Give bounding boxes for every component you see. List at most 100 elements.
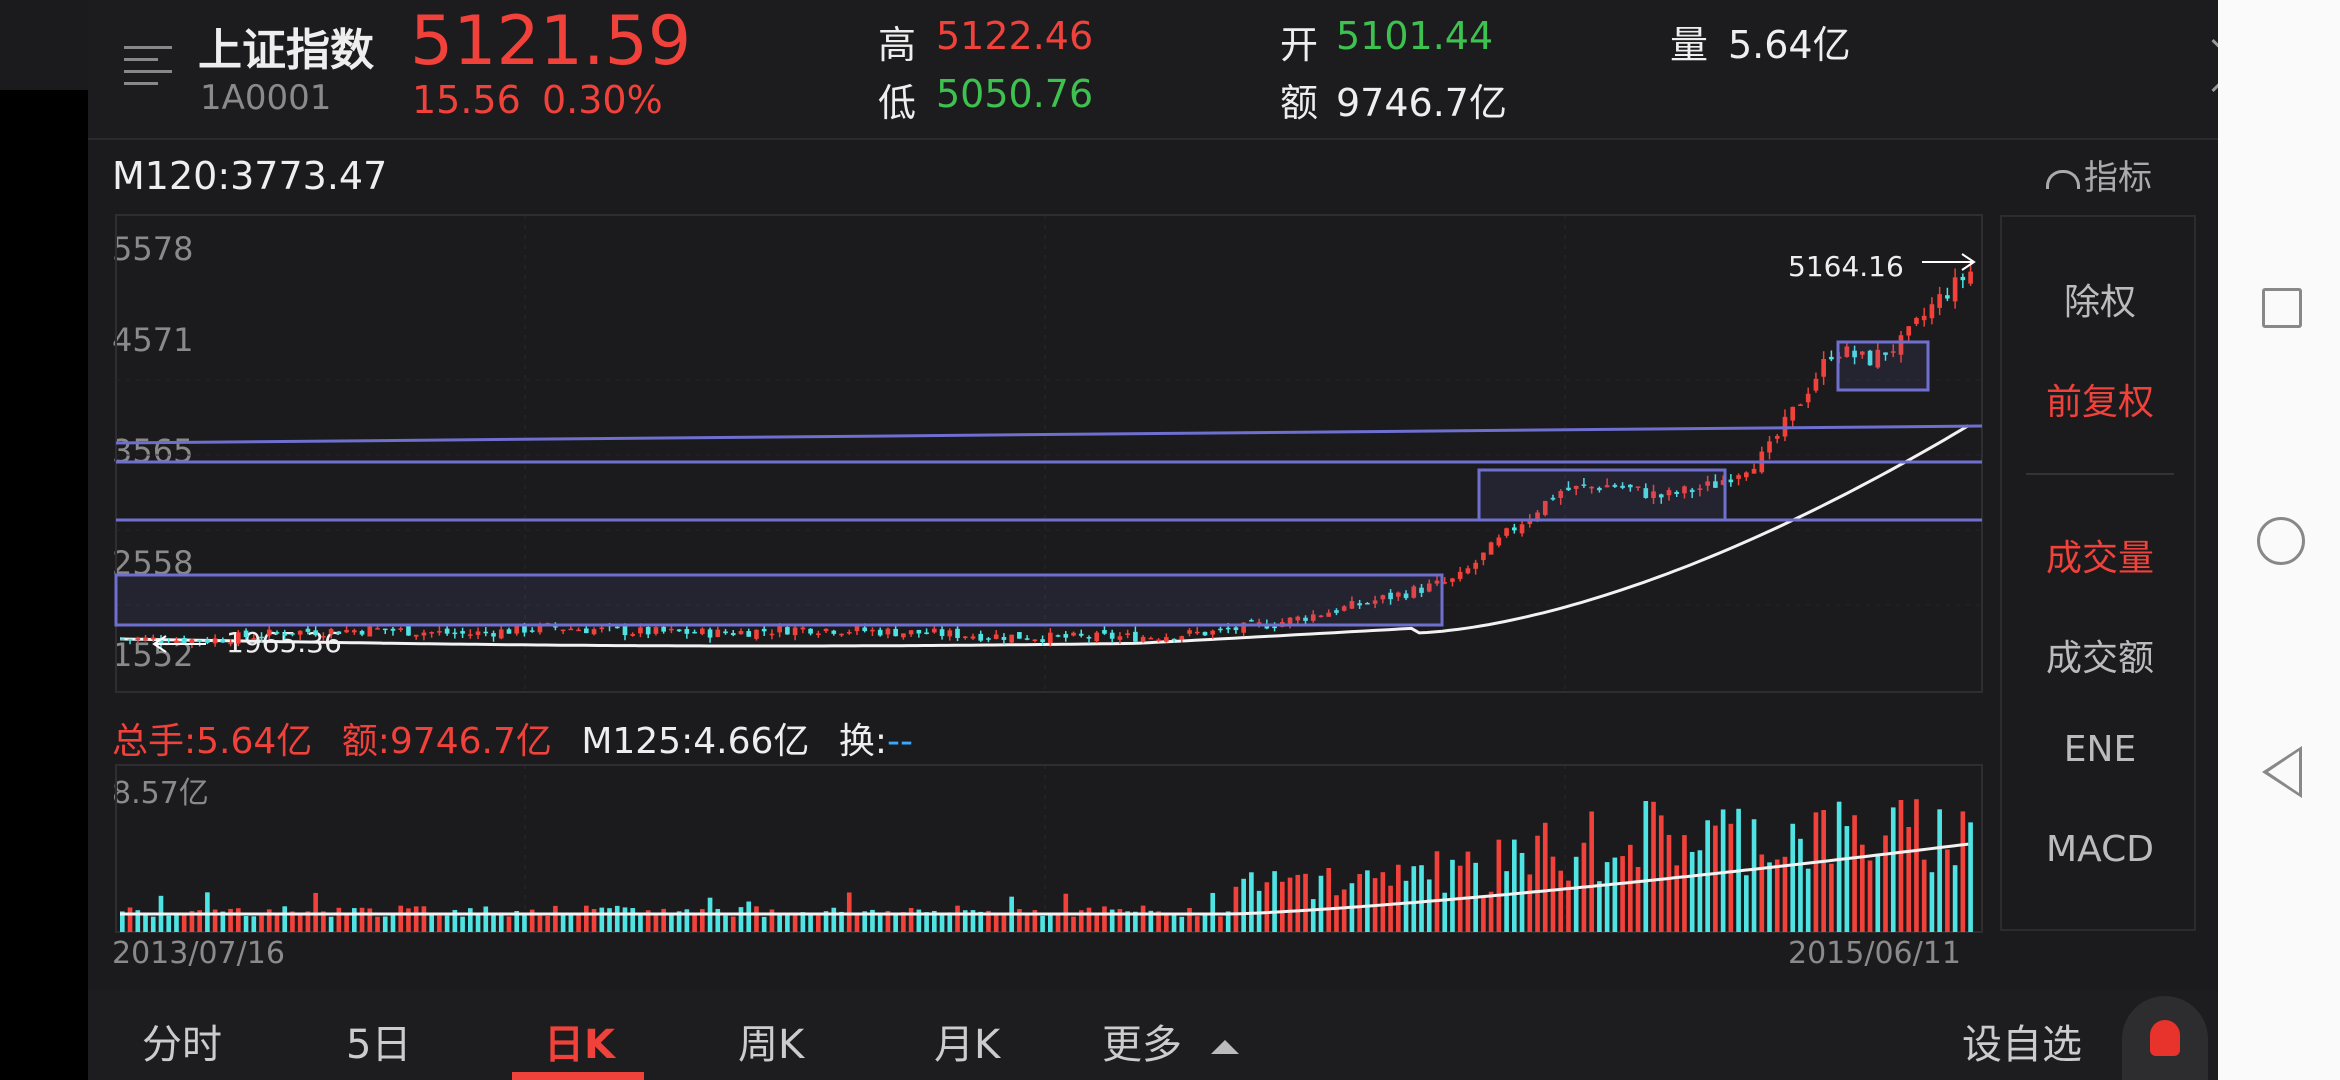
candle-body <box>197 640 202 642</box>
candle-body <box>676 629 682 632</box>
indicator-button[interactable]: 指标 <box>2046 150 2152 199</box>
alert-toggle[interactable] <box>2122 996 2208 1080</box>
candle-body <box>854 626 860 632</box>
candle-body <box>228 642 233 645</box>
candle-body <box>746 631 752 637</box>
volume-bar <box>1890 807 1896 932</box>
volume-bar <box>1744 875 1749 932</box>
candle-body <box>251 638 257 640</box>
candle-body <box>1032 639 1038 642</box>
volume-bar <box>1109 909 1115 932</box>
volume-bar <box>1906 826 1912 932</box>
volume-bar <box>746 901 752 932</box>
candle-body <box>738 630 744 635</box>
volume-bar <box>514 911 520 932</box>
volume-bar <box>1929 872 1935 932</box>
tab-5day[interactable]: 5日 <box>346 1022 412 1068</box>
candle-body <box>1218 628 1223 631</box>
volume-bar <box>120 911 125 932</box>
candle-body <box>1512 527 1517 531</box>
volume-bar <box>1357 874 1362 932</box>
candle-body <box>421 632 427 636</box>
volume-bar <box>506 916 512 932</box>
candle-body <box>1457 571 1463 580</box>
volume-bar <box>1380 872 1386 932</box>
volume-bar <box>1171 913 1177 932</box>
volume-bar <box>344 914 349 932</box>
candle-body <box>962 636 968 638</box>
volume-bar <box>1117 909 1123 932</box>
candle-body <box>1063 634 1069 638</box>
volume-bar <box>1535 835 1540 932</box>
candle-body <box>1001 637 1007 640</box>
candle-body <box>1597 487 1602 491</box>
candle-body <box>1689 489 1695 493</box>
volume-bar <box>1844 826 1850 932</box>
tab-weekly-k[interactable]: 周K <box>738 1022 805 1068</box>
sidebar-item-amount[interactable]: 成交额 <box>2045 638 2154 679</box>
sidebar-item-ex-rights[interactable]: 除权 <box>2063 282 2136 323</box>
candle-body <box>978 633 984 641</box>
candle-body <box>1589 486 1594 489</box>
tab-daily-k[interactable]: 日K <box>544 1022 615 1068</box>
volume-bar <box>1264 882 1270 932</box>
recents-icon[interactable] <box>2262 288 2302 328</box>
candle-body <box>1249 620 1254 622</box>
candle-body <box>1952 277 1958 302</box>
volume-bar <box>1604 862 1610 932</box>
candle-body <box>808 628 813 634</box>
candle-body <box>1744 472 1749 478</box>
sidebar-item-ene[interactable]: ENE <box>2063 729 2137 770</box>
candle-body <box>1914 318 1919 324</box>
candle-body <box>498 629 504 639</box>
sidebar-item-macd[interactable]: MACD <box>2046 829 2154 870</box>
volume-bar <box>638 914 643 932</box>
candle-body <box>1829 356 1834 360</box>
candle-body <box>1921 315 1927 321</box>
candle-body <box>1682 486 1687 494</box>
candle-body <box>1024 638 1030 640</box>
candle-body <box>939 629 945 636</box>
volume-bar <box>877 915 883 932</box>
tab-intraday[interactable]: 分时 <box>142 1022 222 1068</box>
candle-body <box>1295 616 1301 621</box>
volume-bar <box>962 910 968 932</box>
volume-bar <box>1774 859 1780 932</box>
volume-bar <box>282 906 288 932</box>
volume-bar <box>800 912 806 932</box>
period-tabbar <box>88 990 2218 1080</box>
alert-light-icon <box>2150 1020 2180 1056</box>
candle-body <box>150 637 156 640</box>
volume-bar <box>661 908 666 932</box>
volume-bar <box>1759 854 1765 932</box>
volume-bar <box>715 908 721 932</box>
y-tick-1: 4571 <box>112 321 194 359</box>
candle-body <box>584 628 589 634</box>
sidebar-item-forward-adjust[interactable]: 前复权 <box>2045 382 2154 423</box>
candle-body <box>1179 636 1185 640</box>
candle-body <box>1241 622 1246 633</box>
candle-body <box>1937 294 1942 308</box>
candle-body <box>1426 583 1432 592</box>
index-code: 1A0001 <box>200 78 332 118</box>
volume-bar <box>1550 856 1556 932</box>
volume-bar <box>993 913 999 932</box>
menu-icon[interactable] <box>124 46 172 86</box>
volume-bar <box>947 912 953 932</box>
home-icon[interactable] <box>2257 517 2305 565</box>
tab-monthly-k[interactable]: 月K <box>934 1022 1001 1068</box>
candle-body <box>1566 487 1571 491</box>
candle-body <box>1156 639 1161 642</box>
candle-body <box>785 627 790 635</box>
candle-body <box>375 628 380 630</box>
candle-body <box>1867 350 1873 366</box>
add-favorite-button[interactable]: 设自选 <box>1962 1022 2082 1068</box>
volume-bar <box>1860 844 1865 932</box>
gauge-icon <box>2046 170 2080 189</box>
sidebar-item-volume[interactable]: 成交量 <box>2045 538 2154 579</box>
volume-bar <box>1914 799 1919 932</box>
volume-bar <box>220 911 226 932</box>
candle-body <box>135 638 141 641</box>
tab-more[interactable]: 更多 <box>1102 1012 1239 1070</box>
